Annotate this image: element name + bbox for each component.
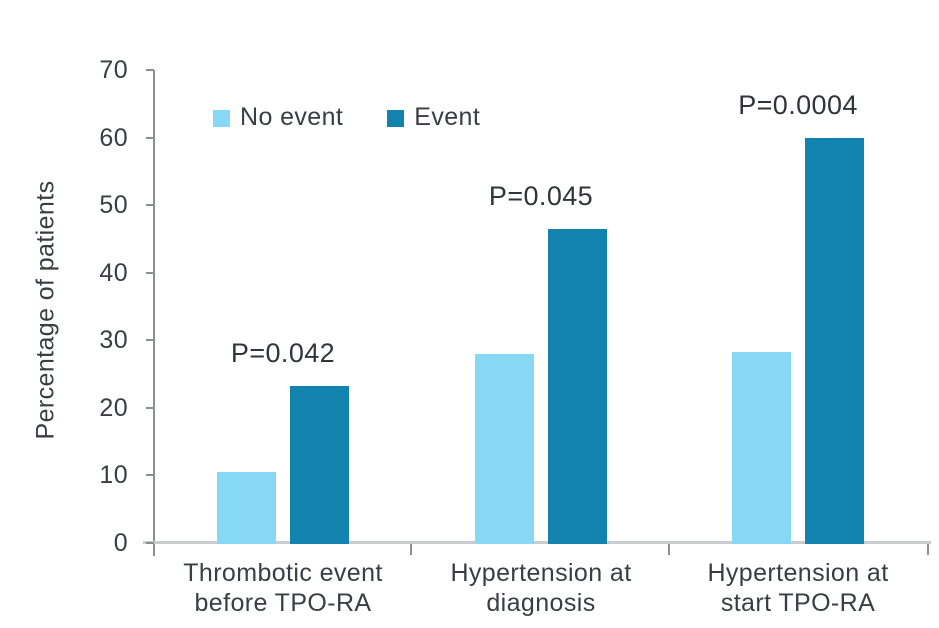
bar-no-event (475, 353, 534, 544)
bar-event (805, 137, 864, 544)
category-label: Hypertension at diagnosis (401, 558, 681, 618)
y-tick-mark (146, 406, 154, 409)
category-label-line: Hypertension at (707, 559, 889, 587)
p-value-label: P=0.042 (230, 337, 336, 368)
p-value-label: P=0.045 (488, 180, 594, 211)
y-tick-mark (146, 339, 154, 342)
y-tick-label: 70 (99, 56, 128, 84)
x-tick-mark (410, 544, 412, 555)
bar-no-event (732, 351, 791, 544)
y-tick-label: 10 (99, 461, 128, 490)
category-label: Hypertension at start TPO-RA (658, 558, 938, 618)
x-tick-mark (668, 544, 670, 555)
category-label-line: before TPO-RA (194, 589, 372, 617)
y-tick-mark (146, 542, 154, 544)
bar-event (290, 385, 349, 544)
category-label: Thrombotic event before TPO-RA (143, 558, 423, 618)
category-label-line: start TPO-RA (720, 589, 876, 617)
legend-swatch-no-event (213, 110, 230, 127)
legend-label: Event (414, 103, 481, 131)
y-tick-label: 0 (113, 529, 128, 557)
y-tick-mark (146, 474, 154, 477)
x-axis-baseline (143, 541, 931, 544)
y-tick-label: 40 (99, 258, 128, 287)
category-label-line: Thrombotic event (183, 559, 383, 587)
y-tick-label: 30 (99, 326, 128, 355)
legend-label: No event (240, 103, 344, 131)
category-label-line: diagnosis (486, 589, 596, 617)
x-tick-mark (927, 544, 929, 555)
legend-item: Event (387, 103, 480, 132)
y-tick-mark (146, 271, 154, 274)
y-tick-label: 50 (99, 191, 128, 220)
y-axis-line (153, 70, 155, 556)
legend-item: No event (213, 103, 343, 132)
y-tick-label: 20 (99, 393, 128, 422)
category-label-line: Hypertension at (450, 559, 632, 587)
y-tick-mark (146, 136, 154, 139)
y-axis-title: Percentage of patients (31, 180, 60, 440)
y-tick-mark (146, 204, 154, 207)
bar-no-event (217, 472, 276, 544)
y-tick-label: 60 (99, 123, 128, 152)
legend-swatch-event (387, 110, 405, 127)
x-tick-mark (153, 544, 155, 555)
p-value-label: P=0.0004 (738, 89, 858, 120)
legend: No event Event (213, 103, 480, 132)
y-tick-mark (146, 69, 154, 71)
bar-event (548, 228, 607, 544)
